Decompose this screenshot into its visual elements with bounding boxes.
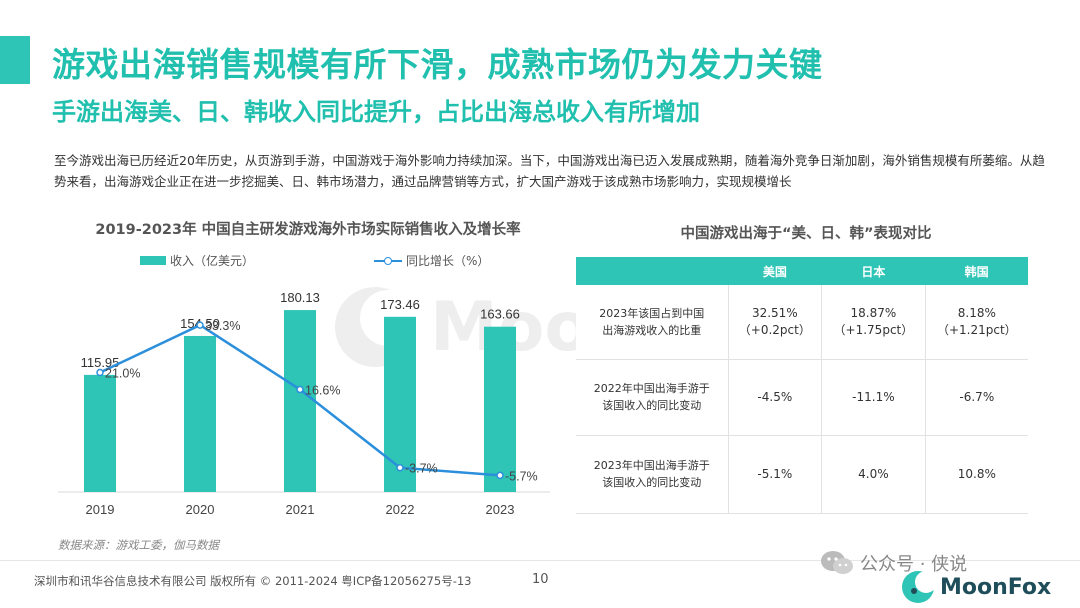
growth-point bbox=[196, 321, 204, 329]
page-number: 10 bbox=[532, 572, 549, 587]
title-accent-bar bbox=[0, 36, 30, 84]
bar-value-label: 180.13 bbox=[280, 290, 320, 305]
growth-point bbox=[296, 385, 304, 394]
cell-change: （+0.2pct） bbox=[738, 322, 811, 337]
table-cell: -5.1% bbox=[727, 435, 822, 514]
bar bbox=[284, 310, 316, 492]
bar-value-label: 163.66 bbox=[480, 307, 520, 322]
legend-bar-label: 收入（亿美元） bbox=[170, 254, 255, 268]
x-tick-label: 2019 bbox=[86, 502, 115, 517]
cell-change: （+1.21pct） bbox=[936, 322, 1017, 337]
table-cell: -4.5% bbox=[727, 359, 822, 436]
table-header-cell: 韩国 bbox=[925, 257, 1028, 285]
table-cell: 4.0% bbox=[821, 435, 926, 514]
chart-title: 2019-2023年 中国自主研发游戏海外市场实际销售收入及增长率 bbox=[95, 222, 521, 238]
table-row: 2023年该国占到中国 出海游戏收入的比重 32.51% （+0.2pct） 18.… bbox=[576, 285, 1028, 360]
growth-point bbox=[396, 463, 404, 472]
cell-value: 18.87% bbox=[850, 305, 897, 320]
table-cell: 32.51% （+0.2pct） bbox=[727, 285, 822, 360]
row-label-line: 该国收入的同比变动 bbox=[602, 399, 702, 412]
table-header-cell: 美国 bbox=[728, 257, 822, 285]
revenue-growth-chart: 115.952019154.502020180.132021173.462022… bbox=[58, 290, 550, 517]
footer-divider bbox=[0, 560, 1080, 561]
page-subtitle: 手游出海美、日、韩收入同比提升，占比出海总收入有所增加 bbox=[52, 98, 700, 126]
x-tick-label: 2023 bbox=[486, 502, 515, 517]
bar bbox=[484, 326, 516, 492]
table-header-cell bbox=[576, 257, 728, 285]
chart-legend: 收入（亿美元） 同比增长（%） bbox=[140, 252, 489, 269]
footer-copyright: 深圳市和讯华谷信息技术有限公司 版权所有 © 2011-2024 粤ICP备12… bbox=[34, 574, 472, 588]
row-label: 2023年中国出海手游于 该国收入的同比变动 bbox=[576, 435, 728, 514]
bar bbox=[84, 374, 116, 492]
table-header-cell: 日本 bbox=[821, 257, 926, 285]
table-cell: 8.18% （+1.21pct） bbox=[924, 285, 1028, 360]
wechat-account-name: 公众号 · 侠说 bbox=[860, 554, 968, 575]
row-label: 2022年中国出海手游于 该国收入的同比变动 bbox=[576, 359, 728, 436]
table-cell: 10.8% bbox=[924, 435, 1028, 514]
growth-point bbox=[96, 368, 104, 377]
growth-value-label: -5.7% bbox=[505, 469, 538, 483]
row-label-line: 2023年中国出海手游于 bbox=[593, 459, 710, 472]
cell-value: 8.18% bbox=[957, 305, 996, 320]
row-label-line: 2023年该国占到中国 bbox=[599, 306, 705, 320]
row-label-line: 该国收入的同比变动 bbox=[602, 476, 702, 489]
row-label: 2023年该国占到中国 出海游戏收入的比重 bbox=[576, 285, 728, 360]
growth-value-label: 33.3% bbox=[205, 319, 240, 333]
intro-paragraph: 至今游戏出海已历经近20年历史，从页游到手游，中国游戏于海外影响力持续加深。当下… bbox=[54, 153, 1045, 189]
legend-line-label: 同比增长（%） bbox=[406, 254, 490, 268]
x-tick-label: 2021 bbox=[286, 502, 315, 517]
bar bbox=[184, 335, 216, 492]
bar-value-label: 173.46 bbox=[380, 297, 420, 312]
row-label-line: 2022年中国出海手游于 bbox=[593, 382, 710, 395]
x-tick-label: 2022 bbox=[386, 502, 415, 517]
growth-point bbox=[496, 471, 504, 480]
table-cell: -11.1% bbox=[821, 359, 926, 436]
table-header-row: 美国 日本 韩国 bbox=[576, 257, 1028, 285]
bar-value-label: 115.95 bbox=[81, 355, 120, 370]
page-title: 游戏出海销售规模有所下滑，成熟市场仍为发力关键 bbox=[52, 45, 823, 84]
wechat-account: 公众号 · 侠说 bbox=[820, 550, 967, 576]
table-row: 2022年中国出海手游于 该国收入的同比变动 -4.5% -11.1% -6.7% bbox=[576, 359, 1028, 436]
moonfox-logo-icon bbox=[902, 571, 937, 603]
table-cell: 18.87% （+1.75pct） bbox=[821, 285, 926, 360]
growth-value-label: 21.0% bbox=[105, 367, 140, 381]
row-label-line: 出海游戏收入的比重 bbox=[602, 323, 702, 337]
brand-name: MoonFox bbox=[940, 574, 1052, 600]
legend-bar-swatch bbox=[140, 256, 166, 265]
growth-value-label: -3.7% bbox=[405, 462, 438, 476]
x-tick-label: 2020 bbox=[186, 502, 215, 517]
table-title: 中国游戏出海于“美、日、韩”表现对比 bbox=[680, 226, 932, 242]
market-comparison-table: 美国 日本 韩国 2023年该国占到中国 出海游戏收入的比重 32.51% （+0.… bbox=[576, 257, 1028, 514]
wechat-icon bbox=[821, 551, 853, 574]
growth-value-label: 16.6% bbox=[305, 383, 340, 397]
table-row: 2023年中国出海手游于 该国收入的同比变动 -5.1% 4.0% 10.8% bbox=[576, 435, 1028, 514]
moonfox-brand: MoonFox bbox=[898, 566, 1051, 608]
bar bbox=[384, 316, 416, 492]
table-cell: -6.7% bbox=[924, 359, 1028, 436]
cell-change: （+1.75pct） bbox=[833, 322, 914, 337]
legend-line-item: 同比增长（%） bbox=[374, 252, 489, 269]
data-source-note: 数据来源：游戏工委，伽马数据 bbox=[58, 538, 219, 552]
cell-value: 32.51% bbox=[751, 305, 798, 320]
legend-line-swatch bbox=[374, 256, 403, 266]
